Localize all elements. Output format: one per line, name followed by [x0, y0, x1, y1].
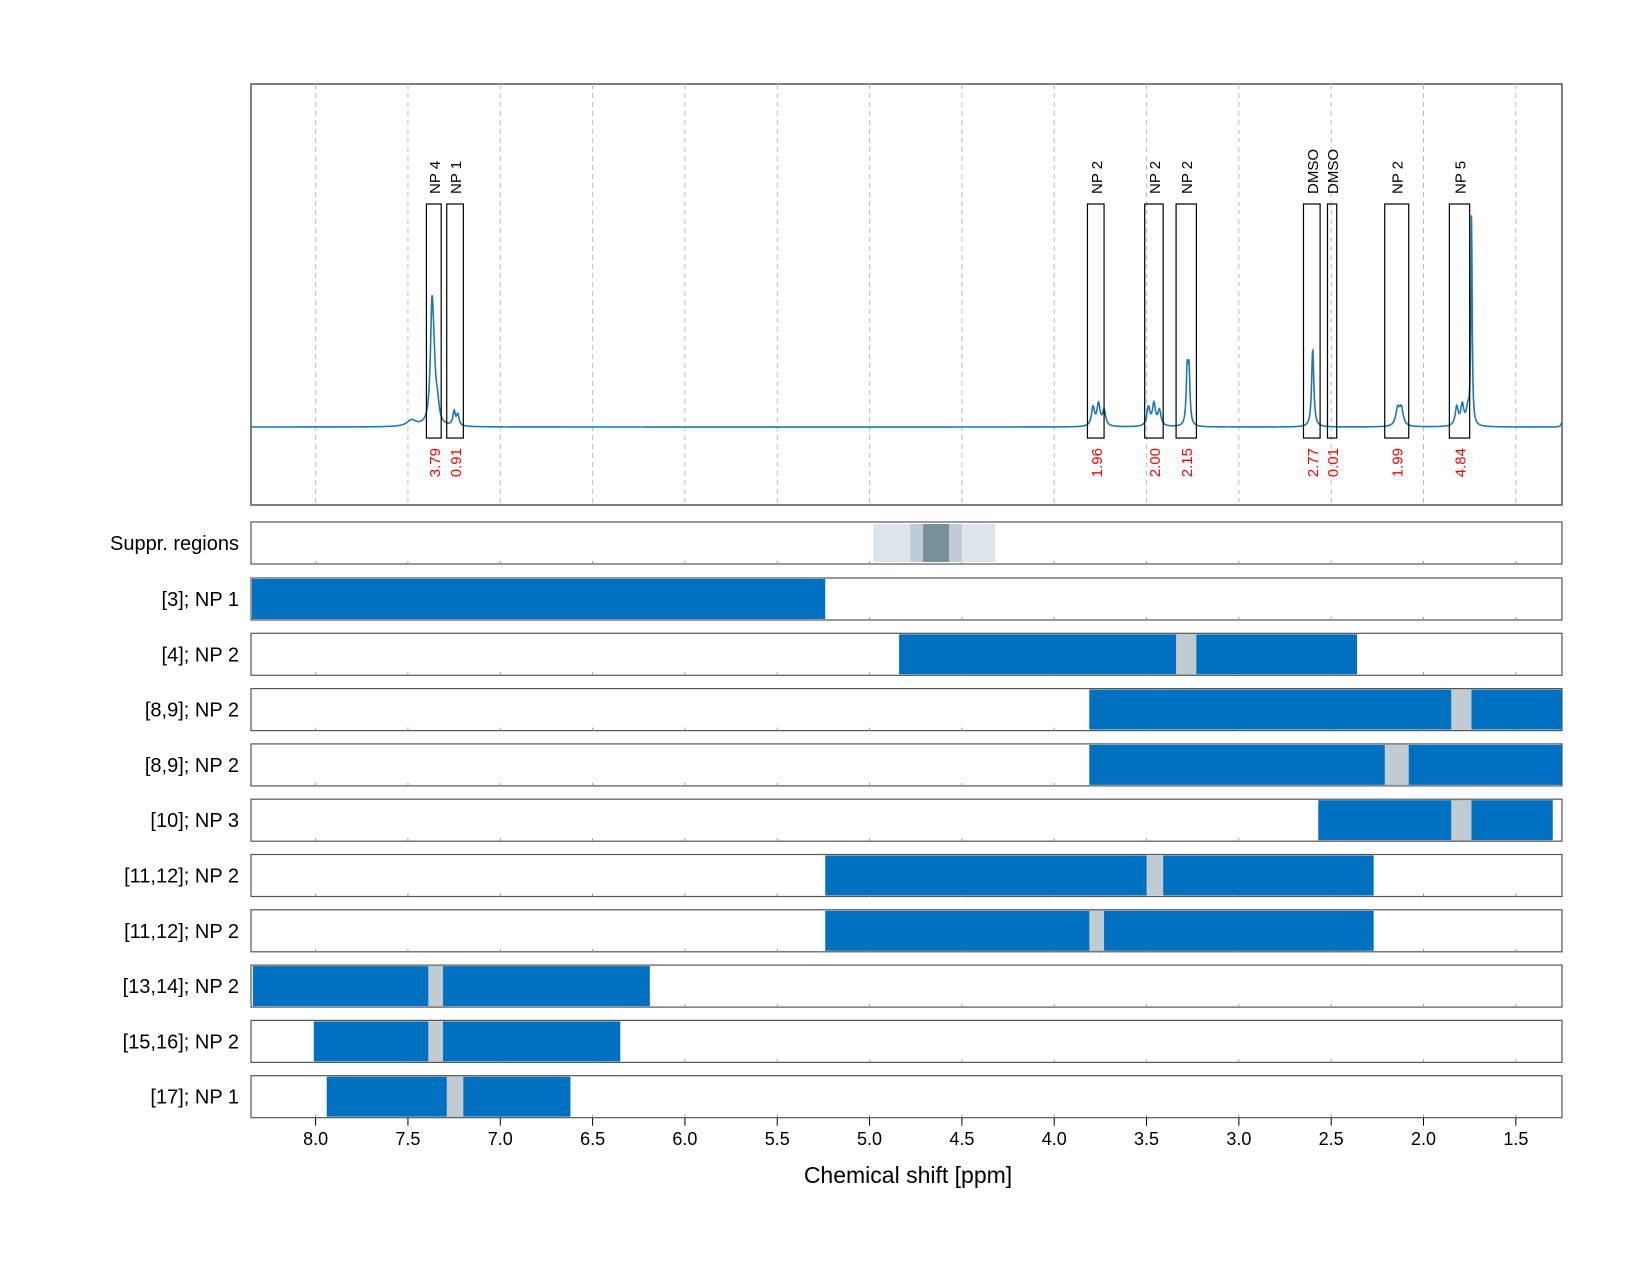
integration-label: NP 2	[1147, 161, 1164, 194]
row-label: [3]; NP 1	[162, 589, 239, 611]
x-tick-label: 2.0	[1411, 1129, 1436, 1149]
integral-value: 2.77	[1305, 448, 1322, 477]
integration-label: NP 4	[427, 161, 444, 194]
assignment-bar	[1089, 689, 1562, 730]
overlap-marker	[1451, 689, 1472, 730]
integral-value: 4.84	[1453, 448, 1470, 477]
integration-box	[1175, 203, 1197, 439]
integration-label: NP 1	[448, 161, 465, 194]
overlap-marker	[1146, 855, 1164, 896]
assignment-bar	[825, 855, 1374, 896]
integration-label: NP 2	[1390, 161, 1407, 194]
integral-value: 3.79	[427, 448, 444, 477]
assignment-rows: Suppr. regions [3]; NP 1 [4]; NP 2 [8,9]; N…	[110, 521, 1563, 1119]
assignment-row: [17]; NP 1	[150, 1075, 1563, 1119]
overlap-marker	[1451, 800, 1472, 841]
assignment-row: [8,9]; NP 2	[145, 687, 1563, 732]
assignment-bar	[252, 966, 650, 1007]
row-label: [17]; NP 1	[150, 1087, 239, 1109]
integral-value: 1.99	[1390, 448, 1407, 477]
integration-label: NP 5	[1453, 161, 1470, 194]
x-tick-label: 3.0	[1226, 1129, 1251, 1149]
spectrum-line	[251, 215, 1563, 428]
row-label: [11,12]; NP 2	[124, 921, 239, 943]
assignment-bar	[313, 1021, 621, 1062]
spectrum-panel: NP 4 3.79 NP 1 0.91 NP 2 1.96 NP 2 2.00 NP 2 2.15…	[250, 83, 1563, 506]
assignment-bar	[1089, 744, 1562, 785]
integral-value: 1.96	[1089, 448, 1106, 477]
overlap-marker	[446, 1076, 464, 1117]
x-tick-label: 6.0	[672, 1129, 697, 1149]
integral-value: 0.01	[1325, 448, 1342, 477]
row-label: [4]; NP 2	[162, 644, 239, 666]
row-label: [10]; NP 3	[150, 810, 239, 832]
assignment-bar	[252, 579, 826, 619]
assignment-row: [4]; NP 2	[162, 632, 1563, 676]
assignment-row: [13,14]; NP 2	[123, 964, 1563, 1008]
overlap-marker	[1089, 910, 1105, 951]
x-tick-label: 3.5	[1134, 1129, 1159, 1149]
integration-box	[1144, 203, 1164, 439]
integral-value: 2.00	[1147, 448, 1164, 477]
row-label: [8,9]; NP 2	[145, 700, 239, 722]
x-tick-label: 4.0	[1042, 1129, 1067, 1149]
overlap-marker	[1384, 744, 1409, 785]
integration-label: DMSO	[1325, 149, 1342, 194]
overlap-marker	[428, 966, 444, 1007]
integration-box	[446, 203, 464, 439]
row-label: [11,12]; NP 2	[124, 866, 239, 888]
suppression-region	[923, 524, 949, 562]
integration-box	[1384, 203, 1410, 439]
integration-label: DMSO	[1305, 149, 1322, 194]
integral-value: 0.91	[448, 448, 465, 477]
x-tick-label: 7.5	[395, 1129, 420, 1149]
assignment-row: [11,12]; NP 2	[124, 853, 1563, 898]
assignment-bar	[1318, 800, 1553, 841]
overlap-marker	[428, 1021, 444, 1062]
assignment-row: [11,12]; NP 2	[124, 909, 1563, 953]
x-tick-label: 6.5	[580, 1129, 605, 1149]
overlap-marker	[1176, 634, 1197, 675]
integration-box	[1448, 203, 1471, 439]
x-tick-label: 5.5	[765, 1129, 790, 1149]
row-label: [8,9]; NP 2	[145, 755, 239, 777]
x-tick-label: 8.0	[303, 1129, 328, 1149]
integration-box	[1302, 203, 1321, 439]
integration-box	[425, 203, 442, 439]
assignment-row: [8,9]; NP 2	[145, 743, 1563, 787]
integration-label: NP 2	[1179, 161, 1196, 194]
assignment-row: [10]; NP 3	[150, 798, 1563, 842]
row-label: Suppr. regions	[110, 533, 239, 555]
x-tick-label: 1.5	[1503, 1129, 1528, 1149]
integration-box	[1326, 203, 1338, 439]
row-label: [13,14]; NP 2	[123, 976, 239, 998]
spectrum-frame	[250, 83, 1563, 506]
assignment-bar	[899, 634, 1358, 675]
x-tick-label: 4.5	[949, 1129, 974, 1149]
integration-box	[1086, 203, 1105, 439]
x-axis-label: Chemical shift [ppm]	[804, 1162, 1012, 1188]
assignment-row: [15,16]; NP 2	[123, 1019, 1563, 1064]
x-tick-label: 2.5	[1319, 1129, 1344, 1149]
x-axis: 8.0 7.5 7.0 6.5 6.0 5.5 5.0 4.5 4.0 3.5 3.0 2.5 2.0 1…	[303, 1117, 1528, 1149]
integration-label: NP 2	[1089, 161, 1106, 194]
x-tick-label: 5.0	[857, 1129, 882, 1149]
row-label: [15,16]; NP 2	[123, 1031, 239, 1053]
integral-value: 2.15	[1179, 448, 1196, 477]
assignment-row: [3]; NP 1	[162, 577, 1563, 621]
suppression-row: Suppr. regions	[110, 521, 1563, 565]
x-tick-label: 7.0	[488, 1129, 513, 1149]
